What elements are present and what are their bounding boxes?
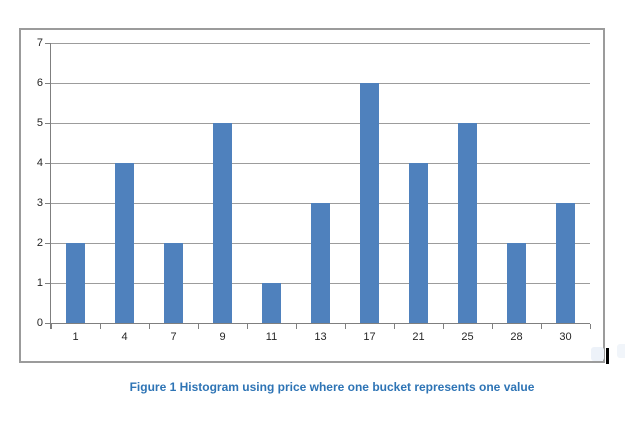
faded-handle-right [617,344,625,358]
bar [556,203,575,323]
figure-caption: Figure 1 Histogram using price where one… [129,380,535,394]
x-axis-tick [296,324,297,329]
x-axis-label: 4 [121,331,128,343]
bar [360,83,379,323]
x-axis-label: 28 [510,331,523,343]
bar [409,163,428,323]
x-axis-tick [345,324,346,329]
x-axis-tick [541,324,542,329]
bar [458,123,477,323]
y-axis-line [50,43,51,329]
y-axis-label: 3 [36,197,43,209]
y-axis-tick [45,283,50,284]
x-axis-tick [492,324,493,329]
x-axis-tick [149,324,150,329]
bar [507,243,526,323]
y-axis-label: 7 [36,37,43,49]
x-axis-label: 11 [265,331,278,343]
y-axis-label: 4 [36,157,43,169]
y-axis-label: 6 [36,77,43,89]
x-axis-label: 9 [219,331,226,343]
x-axis-tick [100,324,101,329]
x-axis-tick [394,324,395,329]
x-axis-tick [247,324,248,329]
gridline [51,83,590,84]
y-axis-tick [45,163,50,164]
y-axis-label: 2 [36,237,43,249]
x-axis-tick [51,324,52,329]
x-axis-line [51,323,590,324]
bar [213,123,232,323]
chart-frame[interactable]: 0 1 2 3 4 5 6 7 1 4 7 9 11 13 17 21 25 28 30 [19,28,605,363]
x-axis-tick [443,324,444,329]
bar [164,243,183,323]
x-axis-tick [590,324,591,329]
plot-area: 0 1 2 3 4 5 6 7 1 4 7 9 11 13 17 21 25 28 30 [37,37,591,343]
x-axis-label: 13 [314,331,327,343]
y-axis-tick [45,43,50,44]
y-axis-tick [45,83,50,84]
bar [115,163,134,323]
x-axis-label: 17 [363,331,376,343]
y-axis-label: 5 [36,117,43,129]
bar [66,243,85,323]
x-axis-label: 7 [170,331,177,343]
y-axis-tick [45,203,50,204]
y-axis-tick [45,123,50,124]
text-cursor [606,348,609,364]
y-axis-label: 0 [36,317,43,329]
x-axis-label: 30 [559,331,572,343]
y-axis-tick [45,243,50,244]
x-axis-label: 21 [412,331,425,343]
faded-handle-left [591,347,604,361]
gridline [51,43,590,44]
bar [311,203,330,323]
gridline [51,163,590,164]
y-axis-tick [45,323,50,324]
x-axis-label: 25 [461,331,474,343]
gridline [51,123,590,124]
bar [262,283,281,323]
x-axis-tick [198,324,199,329]
y-axis-label: 1 [36,277,43,289]
x-axis-label: 1 [72,331,79,343]
